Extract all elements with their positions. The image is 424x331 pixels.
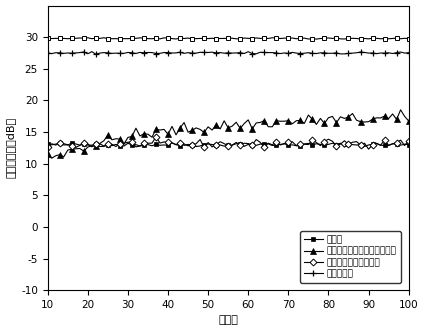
基于缩减估计的波束形成方法 — [354, 118, 359, 122]
最差情况性能优化方法 — [354, 140, 359, 144]
本发明方法 — [45, 51, 50, 55]
本发明方法 — [358, 50, 363, 54]
基于缩减估计的波束形成方法 — [93, 144, 98, 148]
最优値 — [258, 142, 263, 146]
最差情况性能优化方法 — [402, 144, 407, 148]
最优値 — [358, 143, 363, 147]
最差情况性能优化方法 — [129, 140, 134, 144]
本发明方法 — [262, 51, 267, 55]
最优値 — [170, 141, 175, 145]
基于缩减估计的波束形成方法 — [45, 152, 50, 156]
最优値 — [45, 142, 50, 146]
本发明方法 — [89, 50, 95, 54]
本发明方法 — [93, 52, 98, 56]
基于缩减估计的波束形成方法 — [134, 126, 139, 130]
本发明方法 — [402, 51, 407, 55]
最优値 — [129, 143, 134, 147]
最优値 — [406, 143, 411, 147]
Line: 最优値: 最优値 — [46, 141, 411, 149]
最差情况性能优化方法 — [366, 147, 371, 151]
X-axis label: 快拍数: 快拍数 — [218, 315, 238, 325]
最差情况性能优化方法 — [137, 144, 142, 148]
最差情况性能优化方法 — [258, 140, 263, 144]
最优値 — [402, 142, 407, 146]
Y-axis label: 输出信干比（dB）: 输出信干比（dB） — [6, 117, 16, 178]
本发明方法 — [97, 51, 102, 55]
最优値 — [89, 143, 95, 147]
最差情况性能优化方法 — [89, 145, 95, 149]
最差情况性能优化方法 — [153, 135, 159, 139]
最差情况性能优化方法 — [45, 145, 50, 149]
本发明方法 — [145, 51, 151, 55]
基于缩减估计的波束形成方法 — [258, 120, 263, 124]
本发明方法 — [406, 51, 411, 55]
基于缩减估计的波束形成方法 — [406, 119, 411, 123]
Line: 最差情况性能优化方法: 最差情况性能优化方法 — [45, 134, 411, 152]
Line: 本发明方法: 本发明方法 — [44, 48, 412, 58]
最差情况性能优化方法 — [406, 139, 411, 143]
基于缩减估计的波束形成方法 — [49, 156, 54, 160]
Line: 基于缩减估计的波束形成方法: 基于缩减估计的波束形成方法 — [45, 107, 411, 161]
基于缩减估计的波束形成方法 — [142, 132, 147, 136]
基于缩减估计的波束形成方法 — [398, 108, 403, 112]
基于缩减估计的波束形成方法 — [402, 115, 407, 118]
本发明方法 — [137, 50, 142, 54]
最优値 — [137, 144, 142, 148]
最优値 — [342, 145, 347, 149]
Legend: 最优値, 基于缩减估计的波束形成方法, 最差情况性能优化方法, 本发明方法: 最优値, 基于缩减估计的波束形成方法, 最差情况性能优化方法, 本发明方法 — [300, 231, 401, 283]
